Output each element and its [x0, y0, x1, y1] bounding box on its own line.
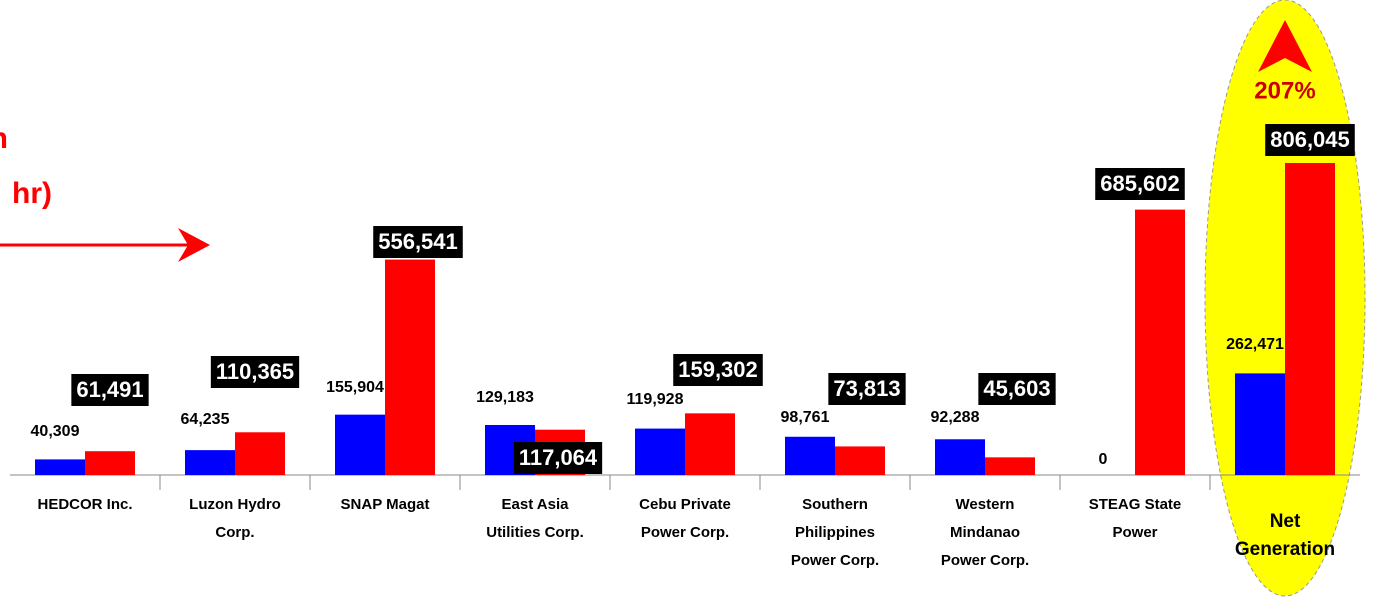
value-label: 159,302 [678, 357, 758, 382]
x-tick-label: Western [956, 496, 1015, 513]
bar [985, 457, 1035, 475]
x-tick-label: Corp. [215, 524, 254, 541]
value-label: 685,602 [1100, 171, 1180, 196]
x-tick-label: Power Corp. [941, 552, 1029, 569]
value-label: 806,045 [1270, 127, 1350, 152]
x-tick-label: HEDCOR Inc. [37, 496, 132, 513]
value-label-box [513, 442, 603, 474]
title-line: n [0, 122, 8, 155]
bar [785, 436, 835, 475]
x-tick-label: STEAG State [1089, 496, 1182, 513]
up-arrow [1258, 20, 1312, 72]
x-tick-label: SNAP Magat [341, 496, 430, 513]
x-tick-label: Philippines [795, 524, 875, 541]
x-tick-label: Net [1270, 511, 1301, 532]
x-tick-label: Power Corp. [791, 552, 879, 569]
value-label: 110,365 [216, 359, 294, 384]
value-label-box [673, 354, 763, 386]
value-label: 61,491 [76, 377, 143, 402]
bar [1235, 373, 1285, 475]
x-tick-label: Power [1112, 524, 1157, 541]
bar [85, 451, 135, 475]
annotation: 207% [1254, 77, 1315, 104]
bar [685, 413, 735, 475]
bar [1135, 209, 1185, 475]
value-label: 262,471 [1226, 336, 1284, 353]
value-label: 556,541 [378, 229, 458, 254]
x-tick-label: Power Corp. [641, 524, 729, 541]
bar [235, 432, 285, 475]
value-label: 0 [1099, 451, 1108, 468]
value-label: 92,288 [931, 409, 980, 426]
arrow-head [178, 228, 210, 262]
bar [385, 259, 435, 475]
x-tick-label: Southern [802, 496, 868, 513]
value-label-box [1265, 124, 1355, 156]
title-line: hr) [12, 177, 52, 210]
value-label: 40,309 [31, 423, 80, 440]
x-tick-label: Utilities Corp. [486, 524, 584, 541]
x-tick-label: Mindanao [950, 524, 1020, 541]
value-label: 117,064 [519, 445, 598, 470]
x-tick-label: Luzon Hydro [189, 496, 281, 513]
bar [835, 446, 885, 475]
bar [1285, 163, 1335, 476]
value-label-box [1095, 168, 1185, 200]
bar [35, 459, 85, 475]
bar [935, 439, 985, 475]
value-label-box [978, 373, 1056, 405]
value-label: 129,183 [476, 389, 534, 406]
x-tick-label: East Asia [502, 496, 570, 513]
x-tick-label: Cebu Private [639, 496, 731, 513]
value-label: 98,761 [781, 409, 830, 426]
value-label-box [71, 374, 149, 406]
x-tick-label: Generation [1235, 539, 1335, 560]
bar [635, 428, 685, 475]
value-label-box [828, 373, 906, 405]
bar [335, 414, 385, 475]
value-label: 73,813 [833, 376, 900, 401]
bar [185, 450, 235, 475]
value-label-box [373, 226, 463, 258]
value-label-box [210, 356, 300, 388]
value-label: 155,904 [326, 379, 384, 396]
value-label: 64,235 [181, 411, 230, 428]
value-label: 45,603 [983, 376, 1050, 401]
value-label: 119,928 [627, 391, 684, 408]
